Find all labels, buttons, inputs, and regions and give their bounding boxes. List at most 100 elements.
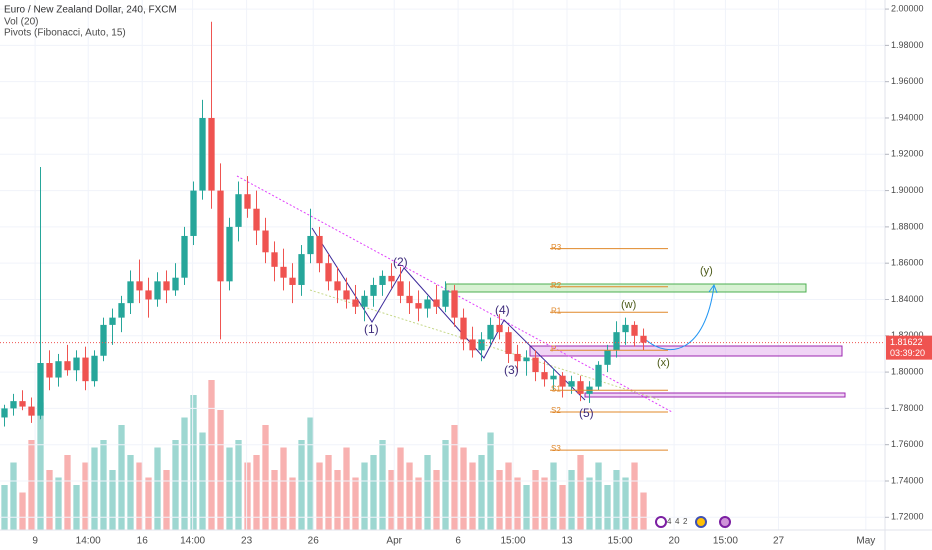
- candle-body: [550, 375, 557, 380]
- x-tick-label: 16: [137, 536, 149, 547]
- volume-bar: [451, 425, 458, 530]
- candle-body: [370, 284, 377, 296]
- candle-body: [109, 317, 116, 325]
- candle-body: [100, 324, 107, 356]
- x-tick-label: 9: [32, 536, 38, 547]
- volume-bar: [523, 485, 530, 530]
- volume-bar: [190, 395, 197, 530]
- candle-body: [451, 290, 458, 318]
- volume-bar: [307, 417, 314, 530]
- wave-label: (x): [657, 357, 670, 369]
- volume-bar: [253, 455, 260, 530]
- candle-body: [577, 381, 584, 394]
- candle-body: [127, 281, 134, 304]
- candle-body: [154, 281, 161, 300]
- volume-bar: [334, 470, 341, 530]
- volume-bar: [433, 470, 440, 530]
- wave-label: (2): [393, 255, 408, 269]
- candle-body: [217, 190, 224, 282]
- candle-body: [1, 408, 8, 418]
- volume-bar: [298, 440, 305, 530]
- y-tick-label: 1.92000: [891, 149, 924, 159]
- volume-bar: [91, 447, 98, 530]
- last-price-tag: [886, 335, 932, 360]
- volume-bar: [55, 477, 62, 530]
- candle-body: [262, 230, 269, 253]
- candle-body: [145, 290, 152, 300]
- volume-bar: [397, 447, 404, 530]
- volume-bar: [181, 417, 188, 530]
- candle-body: [73, 357, 80, 371]
- candle-body: [244, 194, 251, 209]
- symbol-title: Euro / New Zealand Dollar, 240, FXCM: [4, 5, 177, 16]
- volume-bar: [424, 455, 431, 530]
- x-tick-label: 15:00: [713, 536, 738, 547]
- wave-label: (w): [621, 299, 636, 311]
- pivot-label: P: [551, 344, 556, 353]
- candle-body: [334, 281, 341, 291]
- volume-bar: [163, 470, 170, 530]
- y-tick-label: 1.94000: [891, 112, 924, 122]
- candle-body: [388, 275, 395, 282]
- candle-body: [55, 361, 62, 378]
- indicator-label: Vol (20): [4, 17, 38, 28]
- volume-bar: [604, 485, 611, 530]
- volume-bar: [73, 485, 80, 530]
- badge-count: 2: [683, 517, 688, 526]
- wave-label: (y): [700, 265, 713, 277]
- candle-body: [559, 375, 566, 387]
- y-tick-label: 1.98000: [891, 40, 924, 50]
- volume-bar: [271, 470, 278, 530]
- candle-body: [523, 357, 530, 362]
- volume-bar: [289, 477, 296, 530]
- volume-bar: [244, 462, 251, 530]
- candle-body: [424, 299, 431, 309]
- badge[interactable]: [719, 516, 731, 528]
- candle-body: [253, 208, 260, 231]
- y-tick-label: 1.84000: [891, 294, 924, 304]
- volume-bar: [640, 492, 647, 530]
- x-tick-label: 14:00: [180, 536, 205, 547]
- candle-body: [541, 372, 548, 380]
- axis-layer: 1.72000 1.74000 1.76000 1.78000 1.80000 1.820…: [0, 3, 932, 547]
- candle-body: [136, 281, 143, 291]
- candle-body: [226, 226, 233, 282]
- x-tick-label: 20: [669, 536, 681, 547]
- volume-bar: [343, 447, 350, 530]
- volume-bar: [631, 462, 638, 530]
- candle-body: [199, 117, 206, 191]
- event-badges: 4 4 2: [655, 516, 731, 528]
- candle-body: [91, 355, 98, 382]
- candle-body: [433, 299, 440, 307]
- candle-body: [289, 277, 296, 285]
- y-tick-label: 1.78000: [891, 403, 924, 413]
- volume-bar: [280, 447, 287, 530]
- volume-bar: [406, 462, 413, 530]
- volume-bar: [496, 470, 503, 530]
- volume-bar: [388, 470, 395, 530]
- volume-bar: [28, 440, 35, 530]
- candle-body: [595, 364, 602, 387]
- wave-label: (4): [495, 303, 510, 317]
- volume-bar: [532, 470, 539, 530]
- badge[interactable]: [655, 516, 667, 528]
- candle-body: [19, 401, 26, 407]
- volume-bar: [442, 440, 449, 530]
- y-tick-label: 1.90000: [891, 185, 924, 195]
- candle-body: [460, 317, 467, 340]
- candle-body: [622, 324, 629, 333]
- wave-label: (5): [579, 406, 594, 420]
- candle-body: [316, 235, 323, 264]
- volume-bar: [550, 462, 557, 530]
- volume-bar: [226, 447, 233, 530]
- volume-bar: [127, 455, 134, 530]
- candle-body: [271, 252, 278, 267]
- x-tick-label: 26: [308, 536, 320, 547]
- x-tick-label: 15:00: [501, 536, 526, 547]
- badge[interactable]: [695, 516, 707, 528]
- volume-bar: [514, 477, 521, 530]
- x-tick-label: 6: [455, 536, 461, 547]
- pivot-label: R1: [551, 306, 562, 315]
- x-tick-label: 13: [561, 536, 573, 547]
- volume-bar: [136, 462, 143, 530]
